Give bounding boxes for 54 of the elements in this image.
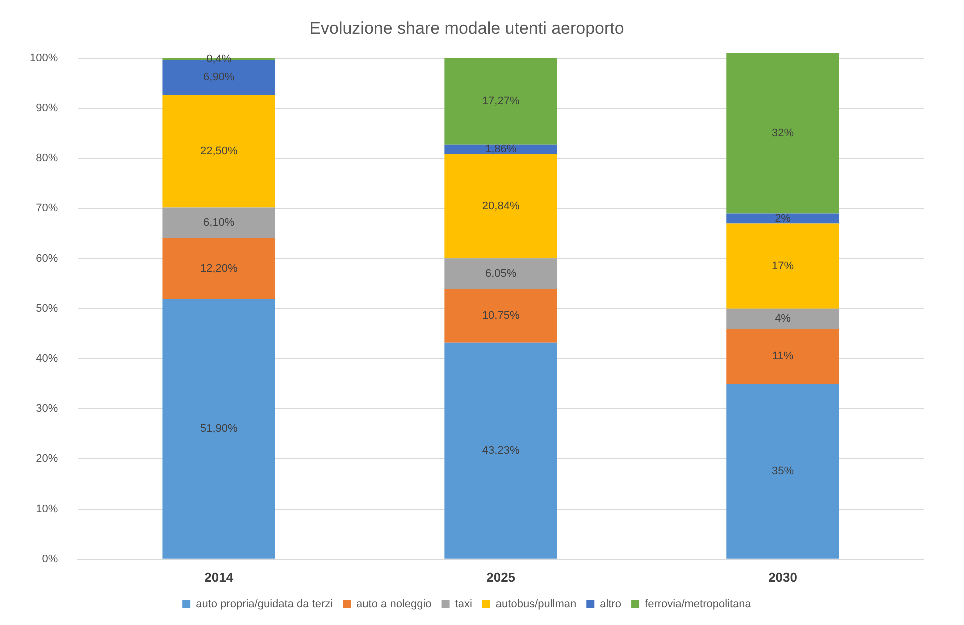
bar: [162, 238, 276, 300]
y-tick-label: 70%: [36, 202, 58, 215]
y-tick-label: 0%: [42, 553, 58, 566]
bar: [162, 94, 276, 208]
legend-label: altro: [600, 598, 622, 611]
bar: [444, 342, 558, 559]
bar: [444, 58, 558, 145]
data-label: 20,84%: [482, 200, 520, 212]
y-tick-label: 60%: [36, 252, 58, 265]
data-label: 35%: [772, 466, 794, 478]
legend-label: autobus/pullman: [496, 598, 577, 611]
y-tick-label: 30%: [36, 403, 58, 416]
data-label: 17%: [772, 260, 794, 272]
data-label: 6,90%: [204, 72, 235, 84]
legend-label: taxi: [455, 598, 472, 611]
bar: [726, 214, 840, 224]
y-tick-label: 50%: [36, 302, 58, 315]
bar: [162, 208, 276, 238]
bar: [726, 224, 840, 309]
data-label: 0,4%: [206, 53, 232, 66]
y-tick-label: 100%: [30, 52, 58, 64]
legend-label: ferrovia/metropolitana: [645, 598, 752, 611]
bar: [444, 288, 558, 343]
legend-label: auto propria/guidata da terzi: [196, 598, 334, 611]
data-label: 17,27%: [482, 96, 520, 108]
data-label: 2%: [775, 212, 792, 225]
bar: [726, 53, 840, 214]
legend-label: auto a noleggio: [356, 598, 432, 611]
x-tick-label: 2025: [486, 570, 516, 585]
bar: [726, 384, 840, 559]
data-label: 22,50%: [200, 145, 238, 158]
y-tick-label: 20%: [36, 453, 58, 466]
y-tick-label: 10%: [36, 503, 58, 516]
bar: [726, 328, 840, 384]
data-label: 11%: [772, 350, 794, 363]
data-label: 6,10%: [204, 217, 235, 230]
data-label: 12,20%: [200, 262, 238, 275]
y-tick-label: 40%: [36, 353, 58, 366]
y-tick-label: 90%: [36, 102, 58, 115]
data-label: 43,23%: [482, 444, 520, 457]
data-label: 10,75%: [482, 310, 520, 322]
data-label: 6,05%: [485, 268, 517, 280]
data-label: 1,86%: [485, 144, 517, 156]
data-label: 4%: [775, 312, 792, 325]
data-label: 32%: [772, 128, 794, 140]
bar: [162, 299, 276, 559]
bar: [726, 308, 840, 329]
chart-title: Evoluzione share modale utenti aeroporto: [310, 18, 624, 38]
x-tick-label: 2030: [768, 570, 798, 585]
bar: [444, 154, 558, 259]
y-tick-label: 80%: [36, 152, 58, 165]
x-tick-label: 2014: [204, 570, 234, 585]
bar: [444, 258, 558, 289]
data-label: 51,90%: [200, 423, 238, 436]
